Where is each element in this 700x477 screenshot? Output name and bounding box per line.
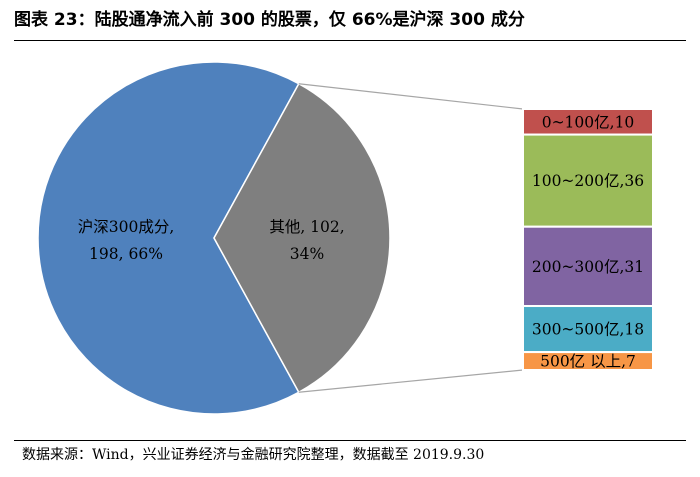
source-rule [14, 440, 686, 441]
connector-lines [298, 83, 524, 393]
bar-segment [522, 305, 654, 354]
pie-label-line1: 其他, 102, [269, 218, 344, 236]
pie-slice-hs300 [37, 61, 300, 415]
bar-segment [522, 351, 654, 371]
pie: 沪深300成分, 198, 66% 其他, 102, 34% [37, 61, 391, 415]
chart-title: 图表 23：陆股通净流入前 300 的股票，仅 66%是沪深 300 成分 [14, 10, 525, 30]
bar-segment [522, 225, 654, 308]
pie-label-line2: 34% [290, 245, 324, 263]
pie-slice-other [213, 82, 391, 394]
bar-segment [522, 133, 654, 228]
bar-segment-label: 500亿 以上,7 [540, 353, 636, 371]
bar-segment-label: 300~500亿,18 [532, 321, 644, 339]
pie-label-line1: 沪深300成分, [78, 218, 175, 236]
bar-segment-label: 200~300亿,31 [532, 258, 644, 276]
connector-bottom [298, 369, 524, 393]
pie-label-line2: 198, 66% [89, 245, 163, 263]
title-rule [14, 40, 686, 41]
bar-segment-label: 0~100亿,10 [542, 113, 635, 131]
source-note: 数据来源：Wind，兴业证券经济与金融研究院整理，数据截至 2019.9.30 [22, 447, 485, 463]
connector-top [298, 83, 524, 110]
bar-segment-label: 100~200亿,36 [532, 172, 644, 190]
breakdown-bar: 0~100亿,10 100~200亿,36 200~300亿,31 300~500亿,… [522, 108, 654, 371]
